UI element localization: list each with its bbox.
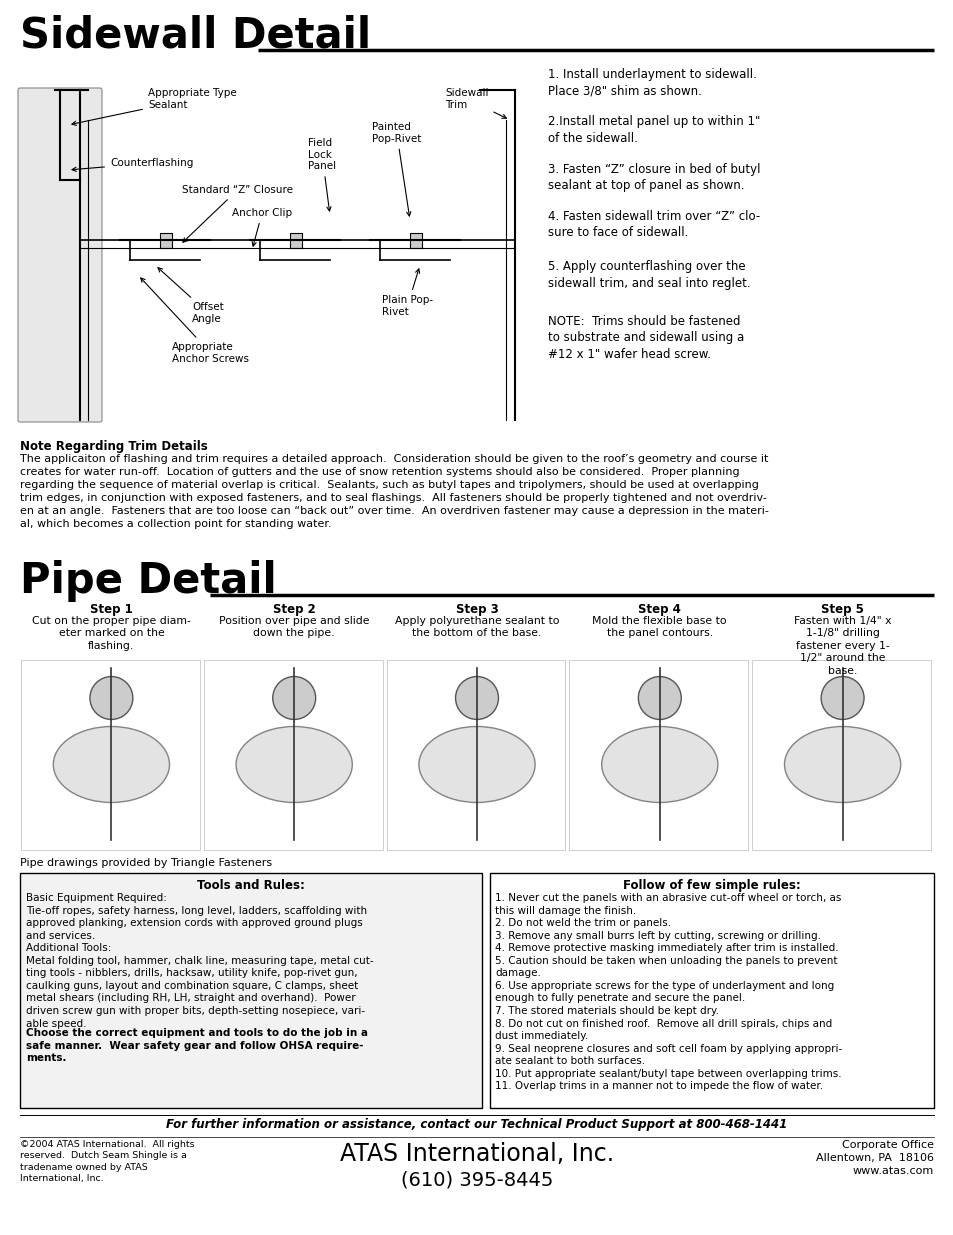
Text: Basic Equipment Required:
Tie-off ropes, safety harness, long level, ladders, sc: Basic Equipment Required: Tie-off ropes,… xyxy=(26,893,374,1029)
Text: Anchor Clip: Anchor Clip xyxy=(232,207,292,246)
Text: Follow of few simple rules:: Follow of few simple rules: xyxy=(622,879,800,892)
Text: Mold the flexible base to
the panel contours.: Mold the flexible base to the panel cont… xyxy=(592,616,726,638)
Bar xyxy=(751,659,930,850)
Text: Offset
Angle: Offset Angle xyxy=(158,268,224,324)
Text: 4. Fasten sidewall trim over “Z” clo-
sure to face of sidewall.: 4. Fasten sidewall trim over “Z” clo- su… xyxy=(547,210,760,240)
Text: Step 5: Step 5 xyxy=(821,603,863,616)
Text: 2.Install metal panel up to within 1"
of the sidewall.: 2.Install metal panel up to within 1" of… xyxy=(547,115,760,144)
Bar xyxy=(490,873,933,1108)
Bar xyxy=(20,873,481,1108)
Text: Plain Pop-
Rivet: Plain Pop- Rivet xyxy=(381,269,433,316)
Text: For further information or assistance, contact our Technical Product Support at : For further information or assistance, c… xyxy=(166,1118,787,1131)
Circle shape xyxy=(90,677,132,720)
Circle shape xyxy=(638,677,680,720)
Circle shape xyxy=(821,677,863,720)
Text: Appropriate Type
Sealant: Appropriate Type Sealant xyxy=(71,88,236,125)
Text: Painted
Pop-Rivet: Painted Pop-Rivet xyxy=(372,122,421,216)
Text: Fasten with 1/4" x
1-1/8" drilling
fastener every 1-
1/2" around the
base.: Fasten with 1/4" x 1-1/8" drilling faste… xyxy=(793,616,890,676)
Bar xyxy=(569,659,747,850)
Text: Step 1: Step 1 xyxy=(90,603,132,616)
Text: Corporate Office
Allentown, PA  18106
www.atas.com: Corporate Office Allentown, PA 18106 www… xyxy=(815,1140,933,1177)
Text: Pipe drawings provided by Triangle Fasteners: Pipe drawings provided by Triangle Faste… xyxy=(20,858,272,868)
Text: Step 2: Step 2 xyxy=(273,603,315,616)
Bar xyxy=(410,233,421,248)
Text: NOTE:  Trims should be fastened
to substrate and sidewall using a
#12 x 1" wafer: NOTE: Trims should be fastened to substr… xyxy=(547,315,743,361)
Text: 1. Never cut the panels with an abrasive cut-off wheel or torch, as
this will da: 1. Never cut the panels with an abrasive… xyxy=(495,893,841,1092)
Text: Sidewall Detail: Sidewall Detail xyxy=(20,15,371,57)
Text: Field
Lock
Panel: Field Lock Panel xyxy=(308,138,335,211)
Text: 5. Apply counterflashing over the
sidewall trim, and seal into reglet.: 5. Apply counterflashing over the sidewa… xyxy=(547,261,750,289)
Text: Position over pipe and slide
down the pipe.: Position over pipe and slide down the pi… xyxy=(219,616,369,638)
Text: Note Regarding Trim Details: Note Regarding Trim Details xyxy=(20,440,208,453)
Text: Apply polyurethane sealant to
the bottom of the base.: Apply polyurethane sealant to the bottom… xyxy=(395,616,558,638)
Bar xyxy=(290,233,302,248)
Ellipse shape xyxy=(235,726,352,803)
Text: The applicaiton of flashing and trim requires a detailed approach.  Consideratio: The applicaiton of flashing and trim req… xyxy=(20,454,768,530)
Bar xyxy=(160,233,172,248)
Text: 3. Fasten “Z” closure in bed of butyl
sealant at top of panel as shown.: 3. Fasten “Z” closure in bed of butyl se… xyxy=(547,163,760,193)
Circle shape xyxy=(273,677,315,720)
Text: Standard “Z” Closure: Standard “Z” Closure xyxy=(182,185,293,242)
Circle shape xyxy=(456,677,497,720)
FancyBboxPatch shape xyxy=(18,88,102,422)
Text: (610) 395-8445: (610) 395-8445 xyxy=(400,1170,553,1189)
Text: Step 3: Step 3 xyxy=(456,603,497,616)
Text: Tools and Rules:: Tools and Rules: xyxy=(197,879,305,892)
Bar xyxy=(21,659,199,850)
Text: Sidewall
Trim: Sidewall Trim xyxy=(444,88,506,119)
Text: Counterflashing: Counterflashing xyxy=(71,158,193,172)
Text: Choose the correct equipment and tools to do the job in a
safe manner.  Wear saf: Choose the correct equipment and tools t… xyxy=(26,1028,368,1063)
Bar xyxy=(204,659,382,850)
Text: Appropriate
Anchor Screws: Appropriate Anchor Screws xyxy=(141,278,249,363)
Ellipse shape xyxy=(53,726,170,803)
Text: Step 4: Step 4 xyxy=(638,603,680,616)
Ellipse shape xyxy=(783,726,900,803)
Ellipse shape xyxy=(418,726,535,803)
Bar xyxy=(386,659,565,850)
Text: ©2004 ATAS International.  All rights
reserved.  Dutch Seam Shingle is a
tradena: ©2004 ATAS International. All rights res… xyxy=(20,1140,194,1183)
Text: Pipe Detail: Pipe Detail xyxy=(20,559,276,601)
Text: 1. Install underlayment to sidewall.
Place 3/8" shim as shown.: 1. Install underlayment to sidewall. Pla… xyxy=(547,68,756,98)
Ellipse shape xyxy=(601,726,718,803)
Text: ATAS International, Inc.: ATAS International, Inc. xyxy=(339,1142,614,1166)
Text: Cut on the proper pipe diam-
eter marked on the
flashing.: Cut on the proper pipe diam- eter marked… xyxy=(32,616,191,651)
